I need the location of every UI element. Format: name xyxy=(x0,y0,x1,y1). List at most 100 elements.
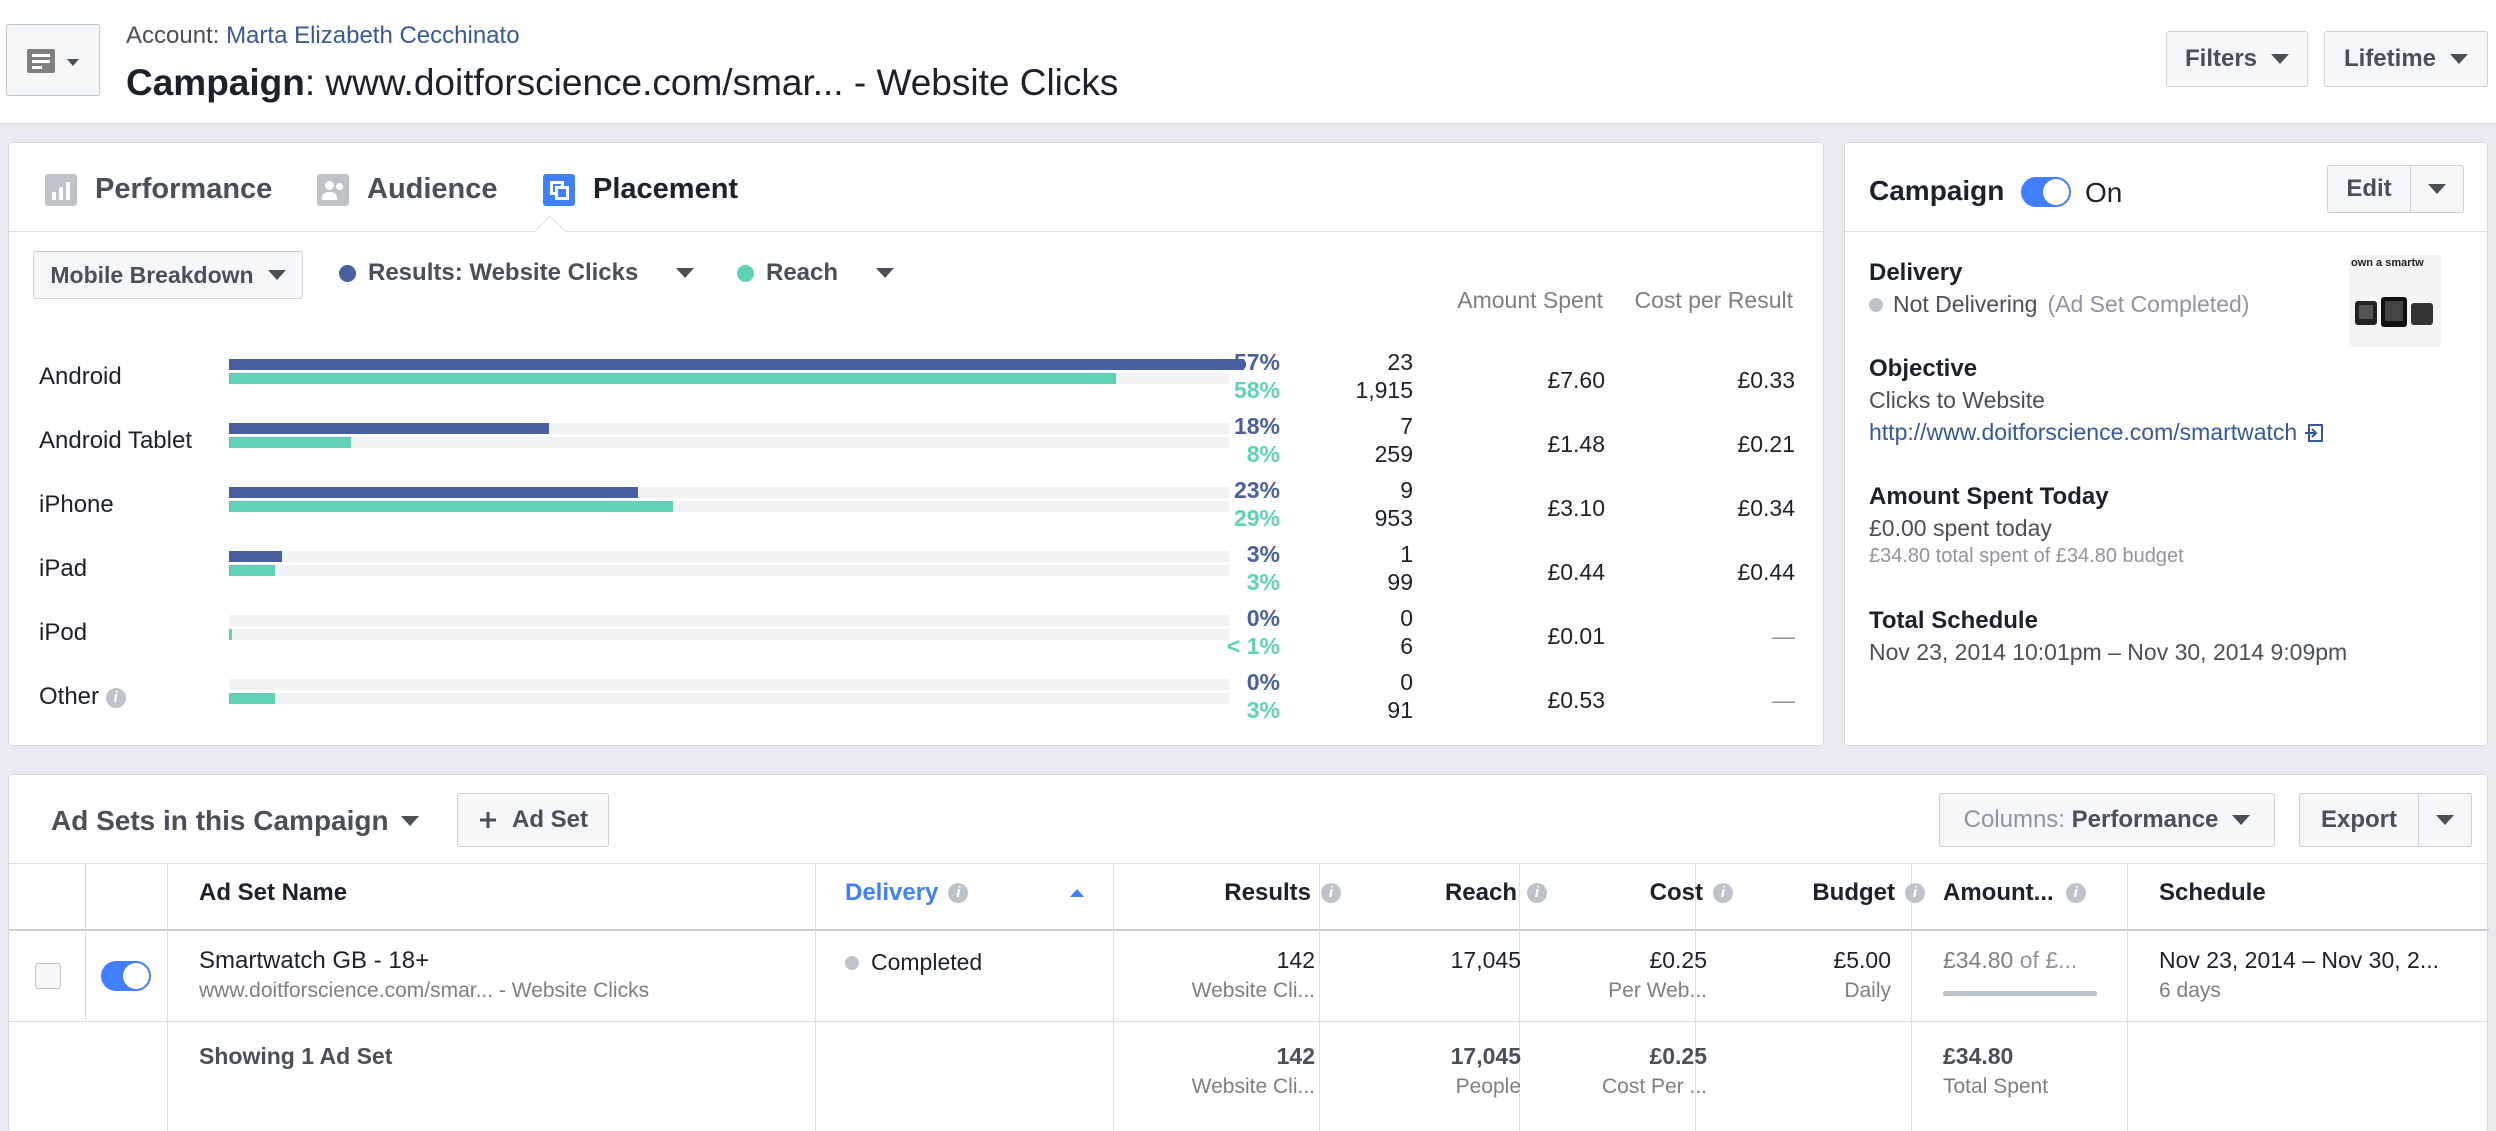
tab-label: Performance xyxy=(95,173,273,205)
external-link-icon[interactable] xyxy=(2303,422,2325,444)
info-icon[interactable]: i xyxy=(1713,883,1733,903)
reach-percent: 8% xyxy=(1246,441,1280,467)
breakdown-label: Mobile Breakdown xyxy=(50,261,254,288)
ad-set-name-link[interactable]: Smartwatch GB - 18+ xyxy=(199,947,430,974)
reach-percent: 58% xyxy=(1233,377,1280,403)
ad-sets-panel: Ad Sets in this Campaign Ad Set Columns:… xyxy=(8,774,2489,1131)
objective-url-link[interactable]: http://www.doitforscience.com/smartwatch xyxy=(1869,419,2298,445)
col-header-amount[interactable]: Amount... i xyxy=(1943,879,2086,907)
cost-per-result: — xyxy=(1772,687,1795,713)
info-icon[interactable]: i xyxy=(1527,883,1547,903)
reach-count: 99 xyxy=(1387,569,1413,595)
results-count: 0 xyxy=(1400,605,1413,631)
ad-sets-title[interactable]: Ad Sets in this Campaign xyxy=(51,805,419,837)
account-label: Account xyxy=(126,22,213,49)
chevron-down-icon xyxy=(2271,54,2290,64)
info-icon[interactable]: i xyxy=(1905,883,1925,903)
filters-label: Filters xyxy=(2184,45,2258,72)
reach-bar xyxy=(229,501,673,512)
tab-audience[interactable]: Audience xyxy=(317,173,498,206)
row-label: iPhone xyxy=(39,491,114,518)
tab-placement[interactable]: Placement xyxy=(543,173,738,206)
tab-label: Audience xyxy=(367,173,498,205)
legend-results[interactable]: Results: Website Clicks xyxy=(339,259,695,287)
amount-of: of £... xyxy=(2019,947,2078,973)
reach-bar-track xyxy=(229,373,1229,384)
breakdown-row: iPad 3% 3% 1 99 £0.44 £0.44 xyxy=(9,539,1825,603)
ad-thumbnail[interactable]: own a smartw xyxy=(2349,255,2441,347)
account-name-link[interactable]: Marta Elizabeth Cecchinato xyxy=(226,22,520,49)
results-bar-track xyxy=(229,423,1229,434)
col-header-schedule[interactable]: Schedule xyxy=(2159,879,2266,906)
chevron-down-icon xyxy=(2436,815,2454,825)
results-count: 1 xyxy=(1400,541,1413,567)
campaign-summary-panel: Campaign On Edit Delivery Not Delivering… xyxy=(1844,142,2489,746)
reach-bar xyxy=(229,373,1117,384)
schedule-heading: Total Schedule xyxy=(1869,607,2038,634)
export-menu-button[interactable] xyxy=(2418,793,2472,847)
tab-performance[interactable]: Performance xyxy=(45,173,272,206)
row-label: iPad xyxy=(39,555,88,582)
col-header-results-label: Results xyxy=(1224,879,1311,906)
col-header-results[interactable]: Results i xyxy=(1224,879,1341,907)
legend-reach-label: Reach xyxy=(766,259,839,286)
campaign-status: On xyxy=(2085,177,2123,208)
export-button[interactable]: Export xyxy=(2299,793,2419,847)
col-header-delivery[interactable]: Delivery i xyxy=(845,879,1086,907)
breakdown-dropdown[interactable]: Mobile Breakdown xyxy=(33,251,303,299)
total-results-sub: Website Cli... xyxy=(1191,1075,1315,1098)
tab-label: Placement xyxy=(593,173,739,205)
smartwatch-image-icon xyxy=(2355,297,2433,327)
info-icon[interactable]: i xyxy=(1321,883,1341,903)
sort-ascending-icon[interactable] xyxy=(1068,887,1086,899)
row-label: iPod xyxy=(39,619,88,646)
active-tab-pointer xyxy=(534,215,566,247)
col-header-cost[interactable]: Cost i xyxy=(1650,879,1733,907)
top-header: Account: Marta Elizabeth Cecchinato Camp… xyxy=(0,0,2496,124)
budget-value: £5.00 xyxy=(1833,947,1891,973)
edit-menu-button[interactable] xyxy=(2410,165,2464,213)
col-header-name[interactable]: Ad Set Name xyxy=(199,879,348,906)
reach-bar-track xyxy=(229,501,1229,512)
info-icon[interactable]: i xyxy=(2065,883,2086,903)
delivery-status-line: Not Delivering (Ad Set Completed) xyxy=(1869,291,2249,318)
row-label: Android xyxy=(39,363,122,390)
amount-value: £34.80 xyxy=(1943,947,2014,973)
ad-set-toggle[interactable] xyxy=(101,961,151,991)
people-icon xyxy=(317,173,349,206)
add-ad-set-button[interactable]: Ad Set xyxy=(457,793,609,847)
delivery-status: Completed xyxy=(871,949,983,975)
chevron-down-icon[interactable] xyxy=(876,268,895,278)
spent-today-heading: Amount Spent Today xyxy=(1869,483,2109,510)
col-header-reach[interactable]: Reach i xyxy=(1445,879,1547,907)
thumbnail-text: own a smartw xyxy=(2351,257,2424,269)
reach-count: 1,915 xyxy=(1355,377,1413,403)
date-range-button[interactable]: Lifetime xyxy=(2324,31,2488,87)
results-bar xyxy=(229,423,550,434)
row-checkbox[interactable] xyxy=(35,963,61,989)
reach-count: 259 xyxy=(1374,441,1413,467)
results-bar xyxy=(229,359,1244,370)
filters-button[interactable]: Filters xyxy=(2166,31,2308,87)
breakdown-row: Android 57% 58% 23 1,915 £7.60 £0.33 xyxy=(9,347,1825,411)
info-icon[interactable]: i xyxy=(105,687,126,708)
total-cost-sub: Cost Per ... xyxy=(1601,1075,1707,1098)
cost-sub: Per Web... xyxy=(1608,979,1707,1002)
summary-title: Campaign xyxy=(1869,175,2005,206)
legend-reach[interactable]: Reach xyxy=(737,259,895,287)
view-menu-button[interactable] xyxy=(6,24,100,96)
reach-bar-track xyxy=(229,629,1229,640)
chevron-down-icon[interactable] xyxy=(676,268,695,278)
results-bar-track xyxy=(229,615,1229,626)
info-icon[interactable]: i xyxy=(948,883,969,903)
col-header-budget[interactable]: Budget i xyxy=(1812,879,1925,907)
results-percent: 3% xyxy=(1246,541,1280,567)
device-label: Android Tablet xyxy=(39,427,192,455)
amount-spent: £7.60 xyxy=(1547,367,1605,393)
edit-button[interactable]: Edit xyxy=(2327,165,2411,213)
campaign-toggle[interactable] xyxy=(2021,177,2071,207)
results-percent: 0% xyxy=(1246,669,1280,695)
breakdown-row: Android Tablet 18% 8% 7 259 £1.48 £0.21 xyxy=(9,411,1825,475)
columns-dropdown[interactable]: Columns: Performance xyxy=(1939,793,2275,847)
breakdown-panel: Performance Audience Placement Mobile Br… xyxy=(8,142,1825,746)
